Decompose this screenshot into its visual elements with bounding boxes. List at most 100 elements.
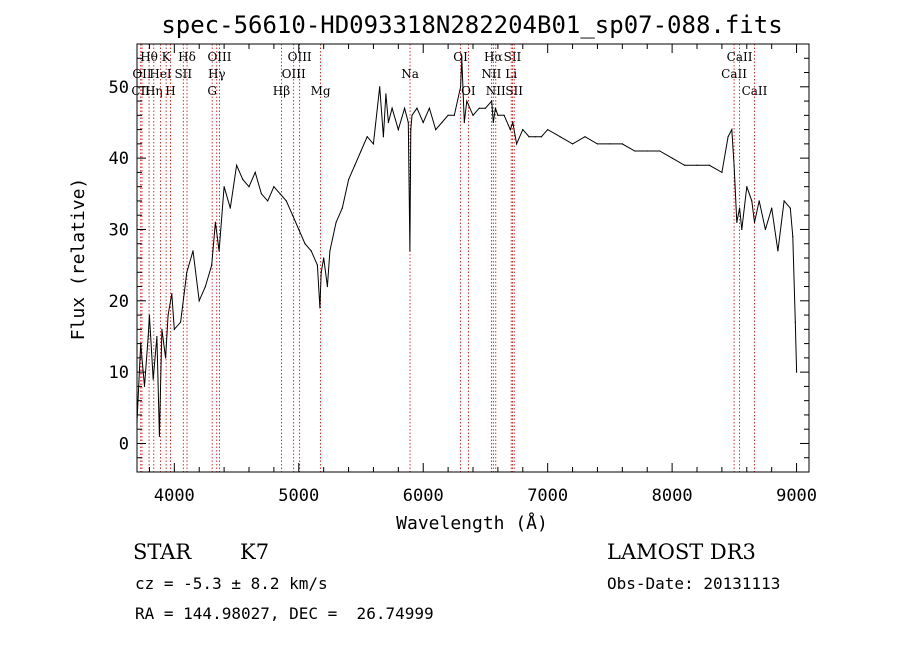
- y-tick-label-0: 0: [119, 434, 129, 454]
- y-tick-label-2: 20: [109, 292, 129, 312]
- line-label-3: Hη: [145, 84, 163, 98]
- line-label-17: OI: [453, 50, 468, 64]
- data-point-94: [646, 150, 648, 152]
- data-point-91: [609, 143, 611, 145]
- data-point-71: [472, 114, 474, 116]
- line-label-8: Hδ: [178, 50, 196, 64]
- data-point-58: [410, 129, 412, 131]
- plot-frame: [136, 43, 810, 473]
- data-point-87: [559, 136, 561, 138]
- data-point-104: [736, 221, 738, 223]
- y-tick-label-4: 40: [109, 149, 129, 169]
- data-point-5: [152, 378, 154, 380]
- line-label-24: SII: [505, 84, 523, 98]
- coordinates: RA = 144.98027, DEC = 26.74999: [135, 604, 434, 623]
- line-label-22: Li: [505, 67, 517, 81]
- data-point-54: [397, 129, 399, 131]
- data-point-105: [738, 207, 741, 209]
- data-point-3: [147, 335, 149, 338]
- data-point-84: [534, 136, 536, 138]
- data-point-40: [326, 285, 328, 288]
- data-point-9: [165, 357, 167, 359]
- data-point-17: [204, 285, 207, 288]
- data-point-59: [411, 114, 413, 116]
- x-tick-label-1: 5000: [278, 486, 319, 506]
- x-tick-label-5: 9000: [776, 486, 817, 506]
- line-label-7: SII: [174, 67, 192, 81]
- data-point-114: [783, 200, 785, 202]
- line-label-9: G: [207, 84, 217, 98]
- data-point-76: [494, 107, 496, 109]
- spectral-lines-layer: CIIOIIHθHηHeIKHSIIHδGHγOIIIHβOIIIOIIIMgN…: [131, 44, 768, 472]
- data-point-101: [727, 136, 729, 138]
- data-point-2: [143, 385, 146, 387]
- data-point-100: [721, 171, 723, 173]
- data-point-47: [366, 136, 368, 138]
- object-type: STAR: [133, 540, 192, 564]
- data-point-39: [323, 257, 325, 259]
- data-point-61: [422, 121, 424, 124]
- data-point-79: [509, 129, 511, 131]
- y-tick-label-3: 30: [109, 220, 129, 240]
- data-point-44: [347, 178, 350, 181]
- data-point-13: [179, 321, 182, 323]
- data-point-106: [741, 228, 743, 231]
- data-point-27: [260, 193, 263, 195]
- data-point-50: [382, 136, 384, 138]
- data-point-108: [751, 200, 753, 202]
- line-label-23: SII: [504, 50, 522, 64]
- data-point-92: [621, 143, 623, 145]
- line-label-15: Mg: [311, 84, 331, 98]
- data-point-72: [478, 107, 480, 109]
- line-label-11: OIII: [207, 50, 231, 64]
- data-point-21: [223, 186, 225, 188]
- chart-title: spec-56610-HD093318N282204B01_sp07-088.f…: [161, 11, 782, 39]
- data-point-53: [391, 107, 393, 109]
- data-point-12: [173, 328, 175, 330]
- line-label-18: OI: [461, 84, 476, 98]
- axis-ticks-layer: 4000 5000 6000 7000 8000 9000 0 10 20 30 40 50: [109, 44, 817, 506]
- y-axis-label: Flux (relative): [68, 178, 89, 341]
- line-label-19: NII: [481, 67, 501, 81]
- data-point-57: [409, 250, 411, 252]
- data-point-93: [634, 150, 636, 152]
- data-point-90: [596, 143, 599, 145]
- data-point-95: [659, 150, 661, 152]
- series-layer: [136, 57, 798, 437]
- data-point-19: [214, 221, 216, 223]
- data-point-68: [461, 57, 463, 59]
- data-point-23: [235, 164, 238, 166]
- data-point-89: [584, 136, 586, 138]
- series-line-flux: [136, 58, 798, 437]
- data-point-16: [198, 300, 200, 302]
- data-point-97: [683, 164, 686, 166]
- data-point-80: [512, 121, 514, 124]
- data-point-115: [789, 207, 791, 209]
- data-point-4: [148, 314, 151, 316]
- data-point-103: [733, 164, 735, 166]
- data-point-29: [273, 186, 275, 188]
- line-label-2: Hθ: [140, 50, 158, 64]
- data-point-66: [453, 114, 455, 116]
- x-tick-label-0: 4000: [154, 486, 195, 506]
- data-point-25: [248, 186, 250, 188]
- data-point-34: [304, 243, 306, 245]
- data-point-83: [528, 136, 530, 138]
- data-point-67: [459, 86, 462, 88]
- line-label-4: HeI: [149, 67, 172, 81]
- data-point-37: [319, 307, 321, 309]
- data-point-22: [229, 207, 231, 209]
- x-axis-label: Wavelength (Å): [396, 512, 548, 534]
- data-point-70: [466, 100, 468, 102]
- data-point-52: [387, 121, 389, 124]
- data-point-113: [777, 250, 779, 252]
- data-point-49: [379, 86, 381, 88]
- data-point-78: [503, 114, 505, 116]
- data-point-20: [218, 250, 220, 252]
- data-point-65: [447, 114, 449, 116]
- line-label-5: K: [162, 50, 172, 64]
- data-point-110: [758, 200, 760, 202]
- data-point-38: [320, 271, 322, 273]
- data-point-24: [242, 178, 244, 181]
- data-point-99: [708, 164, 711, 166]
